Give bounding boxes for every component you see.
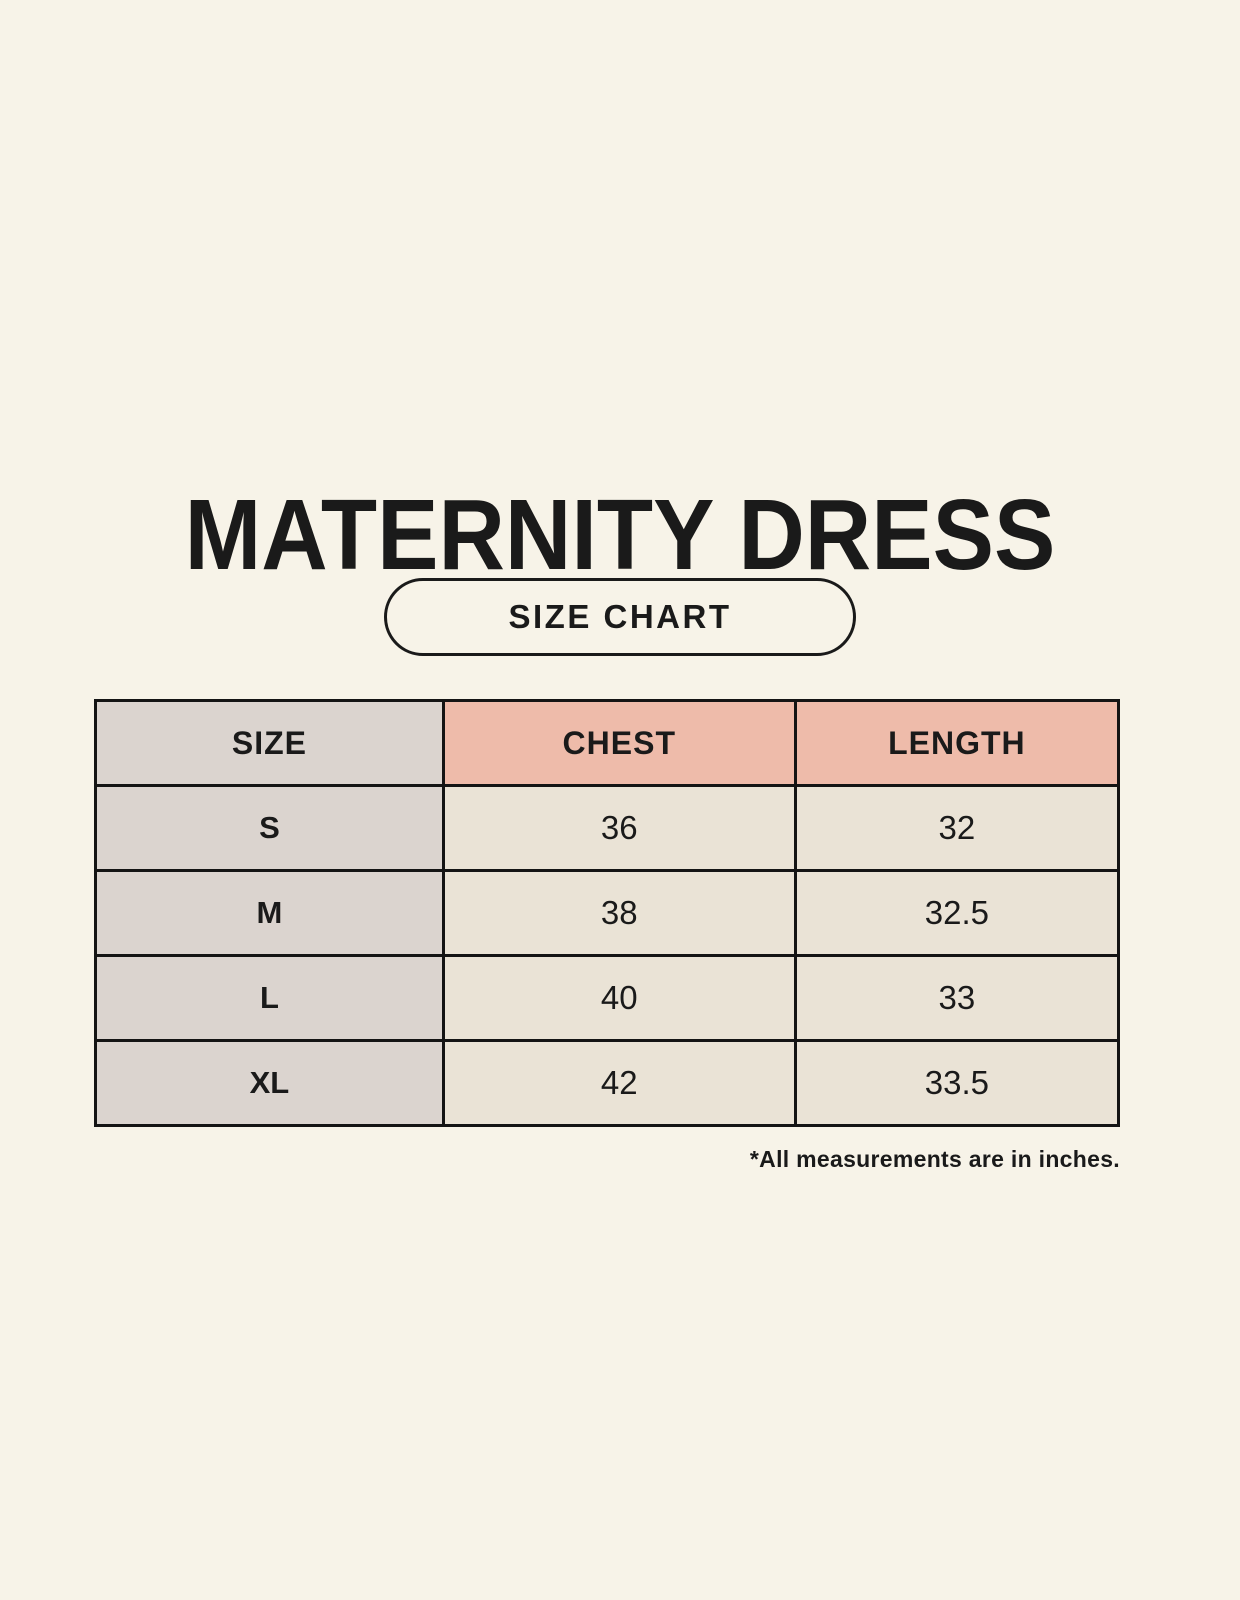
length-cell: 32.5 bbox=[793, 869, 1121, 957]
size-chart-table-container: SIZE CHEST LENGTH S 36 32 M 38 32.5 L bbox=[94, 699, 1121, 1127]
header-cell-length: LENGTH bbox=[793, 699, 1121, 787]
size-chart-badge: SIZE CHART bbox=[384, 578, 856, 656]
table-header-row: SIZE CHEST LENGTH bbox=[94, 699, 1121, 787]
header-cell-size: SIZE bbox=[94, 699, 445, 787]
chest-cell: 36 bbox=[441, 784, 797, 872]
table-row: S 36 32 bbox=[94, 784, 1121, 872]
size-cell: M bbox=[94, 869, 445, 957]
chest-cell: 40 bbox=[441, 954, 797, 1042]
size-cell: S bbox=[94, 784, 445, 872]
length-cell: 33.5 bbox=[793, 1039, 1121, 1127]
measurements-footnote: *All measurements are in inches. bbox=[749, 1146, 1120, 1172]
size-chart-table: SIZE CHEST LENGTH S 36 32 M 38 32.5 L bbox=[94, 699, 1121, 1127]
size-chart-badge-label: SIZE CHART bbox=[508, 598, 732, 635]
chest-cell: 42 bbox=[441, 1039, 797, 1127]
table-row: M 38 32.5 bbox=[94, 869, 1121, 957]
table-row: L 40 33 bbox=[94, 954, 1121, 1042]
size-cell: L bbox=[94, 954, 445, 1042]
size-cell: XL bbox=[94, 1039, 445, 1127]
chest-cell: 38 bbox=[441, 869, 797, 957]
table-row: XL 42 33.5 bbox=[94, 1039, 1121, 1127]
length-cell: 32 bbox=[793, 784, 1121, 872]
length-cell: 33 bbox=[793, 954, 1121, 1042]
page-title: MATERNITY DRESS bbox=[184, 479, 1056, 591]
header-cell-chest: CHEST bbox=[441, 699, 797, 787]
